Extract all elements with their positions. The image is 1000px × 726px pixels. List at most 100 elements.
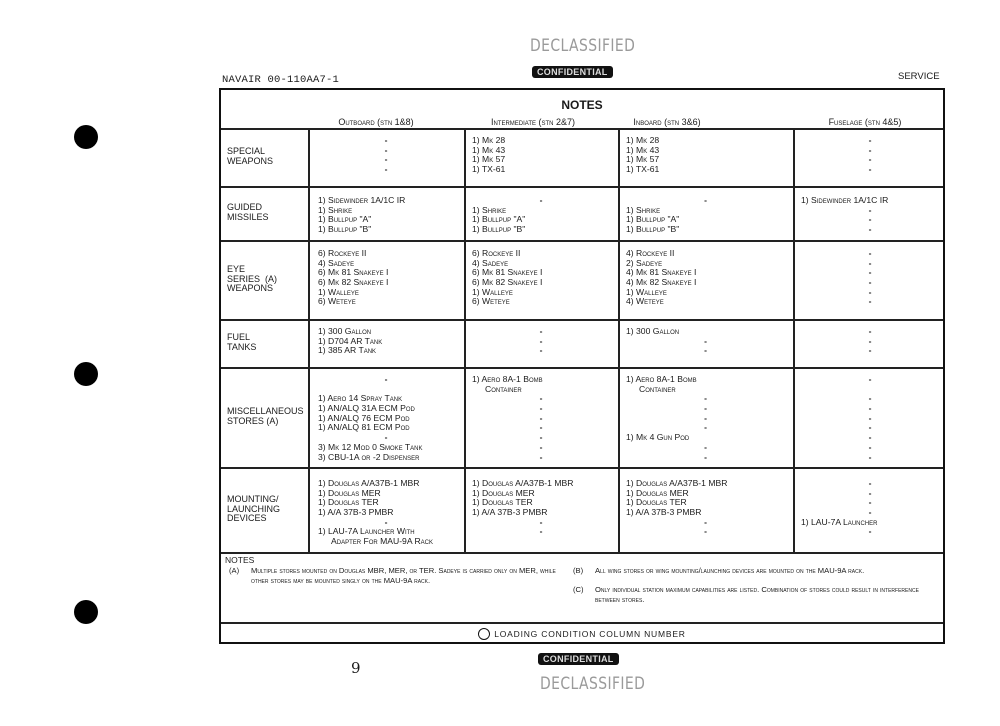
row-divider (221, 240, 943, 242)
cell-line: 2) Sadeye (626, 257, 663, 268)
cell-line: 1) Mk 28 (472, 135, 506, 145)
declassified-stamp-bottom: DECLASSIFIED (540, 674, 646, 694)
table-cell: - 1) Shrike 1) Bullpup "A" 1) Bullpup "B" (472, 195, 610, 235)
empty-dash: - (704, 451, 707, 462)
note-b-mark: (B) (573, 566, 584, 575)
cell-line: 3) Mk 12 Mod 0 Smoke Tank (318, 441, 423, 452)
empty-dash: - (868, 214, 872, 225)
circle-icon (478, 628, 491, 640)
cell-line: 1) Douglas TER (626, 497, 687, 508)
cell-line: 1) Shrike (626, 204, 661, 215)
empty-dash: - (384, 154, 388, 165)
table-cell: 4) Rockeye II 2) Sadeye 4) Mk 81 Snakeye I… (626, 248, 785, 307)
cell-line: 1) Bullpup "B" (626, 224, 680, 235)
row-divider (221, 467, 943, 469)
empty-dash: - (868, 345, 872, 356)
cell-line: 1) A/A 37B-3 PMBR (318, 507, 394, 518)
empty-dash: - (868, 267, 872, 278)
empty-dash: - (704, 195, 707, 205)
cell-line: 1) Aero 14 Spray Tank (318, 393, 403, 404)
empty-dash: - (704, 393, 707, 404)
cell-line: 6) Mk 82 Snakeye I (318, 277, 389, 288)
table-cell: - 1) Aero 14 Spray Tank 1) AN/ALQ 31A ECM … (318, 374, 454, 462)
table-cell: 1) Mk 28 1) Mk 43 1) Mk 57 1) TX-61 (626, 135, 785, 175)
row-label: Eye Series (A) Weapons (227, 264, 278, 294)
empty-dash: - (868, 374, 872, 384)
cell-line: Adapter For MAU-9A Rack (331, 536, 434, 547)
empty-dash: - (539, 403, 543, 414)
empty-dash: - (539, 393, 543, 404)
note-c-text: Only individual station maximum capabili… (595, 585, 919, 604)
table-cell: 1) Sidewinder 1A/1C IR - - - (801, 195, 939, 235)
row-divider (221, 186, 943, 188)
cell-line: 4) Weteye (626, 296, 664, 307)
cell-line: 1) Bullpup "A" (626, 214, 680, 225)
table-cell: --- (472, 326, 610, 356)
empty-dash: - (868, 296, 872, 307)
row-label: Fuel Tanks (227, 332, 257, 352)
empty-dash: - (868, 248, 872, 258)
row-divider (221, 128, 943, 130)
cell-line: 1) Douglas MER (472, 487, 535, 498)
declassified-stamp-top: DECLASSIFIED (530, 36, 636, 56)
empty-dash: - (868, 277, 872, 288)
cell-line: 1) Douglas A/A37B-1 MBR (318, 478, 420, 488)
document-id: NAVAIR 00-110AA7-1 (222, 74, 340, 86)
empty-dash: - (384, 144, 388, 155)
empty-dash: - (539, 195, 543, 205)
note-c-mark: (C) (573, 585, 584, 594)
cell-line: 4) Mk 81 Snakeye I (626, 267, 697, 278)
cell-line: 1) Walleye (318, 286, 359, 297)
empty-dash: - (539, 326, 543, 336)
row-label: Miscellaneous Stores (A) (227, 406, 304, 426)
cell-line: 1) Douglas TER (472, 497, 533, 508)
empty-dash: - (868, 451, 872, 462)
punch-hole (74, 362, 98, 386)
empty-dash: - (868, 335, 872, 346)
empty-dash: - (868, 497, 872, 508)
table-cell: 6) Rockeye II 4) Sadeye 6) Mk 81 Snakeye I… (318, 248, 454, 307)
cell-line: 1) TX-61 (472, 164, 506, 175)
empty-dash: - (384, 516, 388, 527)
cell-line: 6) Mk 81 Snakeye I (472, 267, 543, 278)
empty-dash: - (868, 432, 872, 443)
empty-dash: - (868, 164, 872, 175)
empty-dash: - (868, 204, 872, 215)
column-header: Intermediate (stn 2&7) (490, 117, 576, 127)
empty-dash: - (868, 526, 872, 537)
note-a-mark: (A) (229, 566, 240, 575)
empty-dash: - (868, 403, 872, 414)
table-cell: 1) Douglas A/A37B-1 MBR 1) Douglas MER 1) … (472, 478, 610, 537)
empty-dash: - (539, 422, 543, 433)
row-label: Special Weapons (227, 146, 274, 166)
cell-line: 1) Shrike (472, 204, 507, 215)
column-header: Inboard (stn 3&6) (633, 117, 701, 127)
cell-line: 3) CBU-1A or -2 Dispenser (318, 451, 420, 462)
empty-dash: - (539, 345, 543, 356)
confidential-stamp-bottom: CONFIDENTIAL (538, 653, 619, 665)
table-cell: 6) Rockeye II 4) Sadeye 6) Mk 81 Snakeye I… (472, 248, 610, 307)
table-cell: 1) 300 Gallon 1) D704 AR Tank 1) 385 AR Ta… (318, 326, 454, 356)
cell-line: 1) Shrike (318, 204, 353, 215)
empty-dash: - (868, 393, 872, 404)
table-cell: --- (801, 326, 939, 356)
cell-line: 1) Mk 4 Gun Pod (626, 432, 690, 443)
empty-dash: - (704, 412, 707, 423)
empty-dash: - (868, 286, 872, 297)
empty-dash: - (539, 441, 543, 452)
cell-line: 1) A/A 37B-3 PMBR (472, 507, 548, 518)
cell-line: 1) Mk 28 (626, 135, 660, 145)
empty-dash: - (704, 345, 707, 356)
cell-line: 4) Sadeye (472, 257, 509, 268)
empty-dash: - (384, 432, 388, 443)
table-cell: - - - -1) LAU-7A Launcher - (801, 478, 939, 537)
column-header: Outboard (stn 1&8) (338, 117, 414, 127)
table-cell: 1) Aero 8A-1 Bomb Container - - - - - - - (472, 374, 610, 462)
cell-line: 6) Weteye (318, 296, 356, 307)
row-divider (221, 367, 943, 369)
empty-dash: - (868, 441, 872, 452)
table-cell: ---- (801, 135, 939, 175)
cell-line: 6) Rockeye II (472, 248, 521, 258)
cell-line: 1) 300 Gallon (626, 326, 680, 336)
cell-line: 1) TX-61 (626, 164, 660, 175)
